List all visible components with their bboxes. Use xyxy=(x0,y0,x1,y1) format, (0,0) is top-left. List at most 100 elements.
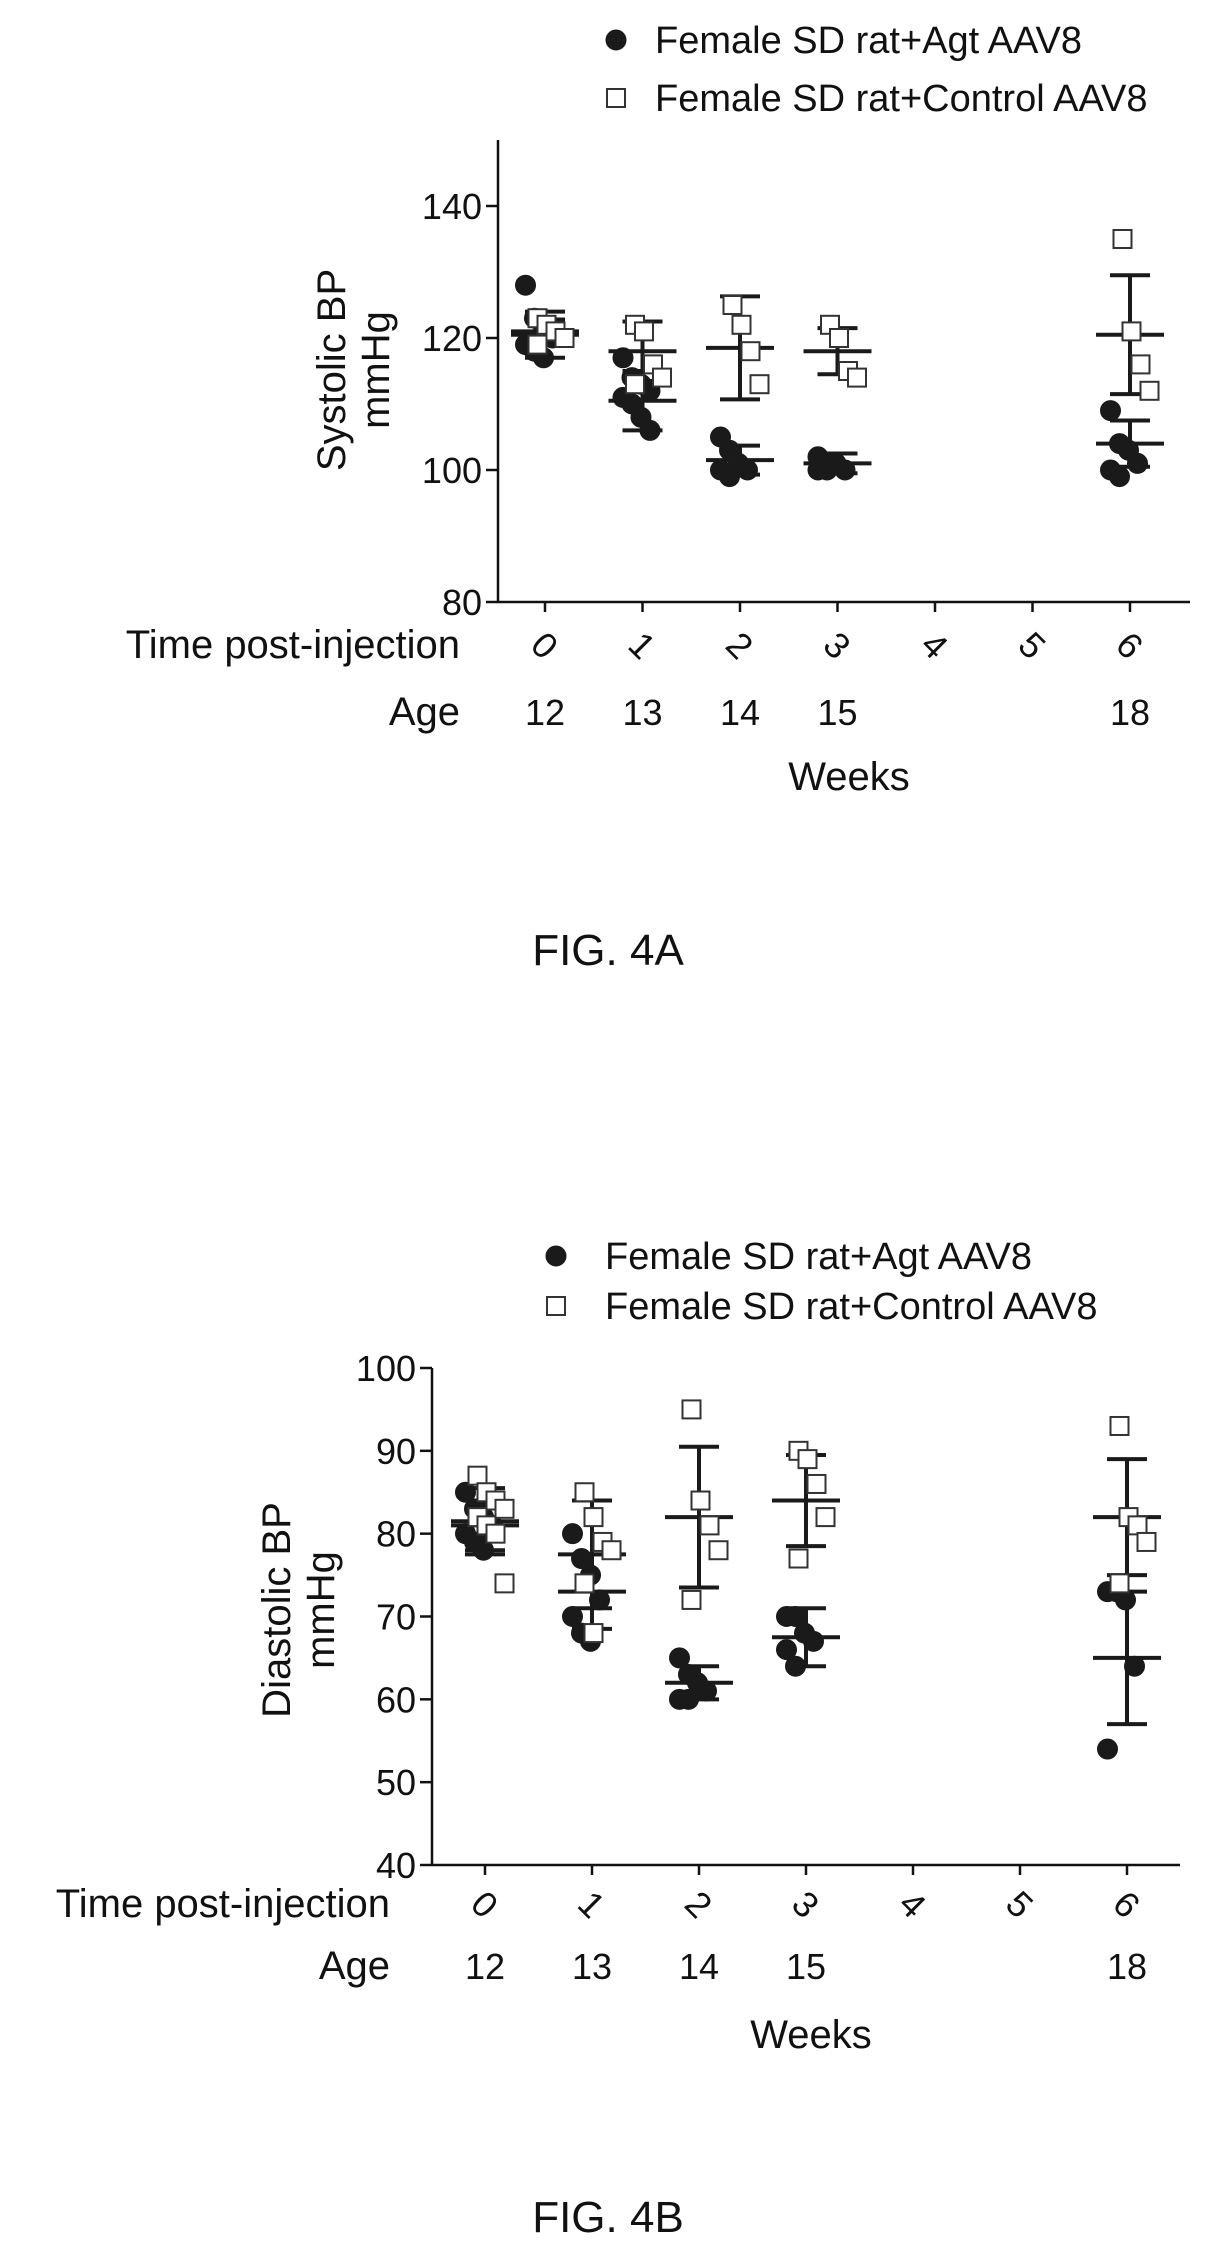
legend-entry-label: Female SD rat+Control AAV8 xyxy=(605,1286,1097,1328)
legend-entry-label: Female SD rat+Agt AAV8 xyxy=(655,20,1082,62)
data-point xyxy=(1125,1656,1145,1676)
data-point xyxy=(790,1550,808,1568)
data-point xyxy=(585,1624,603,1642)
data-point xyxy=(603,1541,621,1559)
data-point xyxy=(1141,382,1159,400)
x-tick-label-week: 0 xyxy=(463,1883,506,1926)
data-point xyxy=(751,375,769,393)
data-point xyxy=(724,296,742,314)
x-tick-label-week: 5 xyxy=(1011,624,1054,667)
data-point xyxy=(804,1631,824,1651)
x-tick-label-age: 15 xyxy=(786,1946,826,1987)
y-axis-label: Diastolic BPmmHg xyxy=(255,1502,343,1718)
data-point xyxy=(1129,1516,1147,1534)
y-tick-label: 70 xyxy=(376,1597,416,1638)
legend-entry-label: Female SD rat+Control AAV8 xyxy=(655,78,1147,120)
x-tick-label-week: 2 xyxy=(718,624,761,667)
data-point xyxy=(1101,401,1121,421)
y-axis-label-line: mmHg xyxy=(354,311,398,429)
data-point xyxy=(1111,1574,1129,1592)
data-point xyxy=(563,1524,583,1544)
time-post-injection-label: Time post-injection xyxy=(126,623,460,667)
data-point xyxy=(742,342,760,360)
data-point xyxy=(1098,1739,1118,1759)
x-tick-label-age: 18 xyxy=(1107,1946,1147,1987)
legend-marker xyxy=(547,1297,565,1315)
y-tick-label: 80 xyxy=(442,582,482,623)
x-tick-label-age: 12 xyxy=(465,1946,505,1987)
data-point xyxy=(683,1400,701,1418)
fig-4b-panel: Female SD rat+Agt AAV8 Female SD rat+Cont… xyxy=(56,1236,1180,2242)
x-tick-label-week: 5 xyxy=(998,1883,1041,1926)
age-label: Age xyxy=(389,690,460,734)
data-point xyxy=(1132,355,1150,373)
y-axis-label-line: Diastolic BP xyxy=(255,1502,299,1718)
x-tick-label-week: 4 xyxy=(891,1883,934,1926)
data-point xyxy=(848,369,866,387)
x-tick-label-age: 18 xyxy=(1110,692,1150,733)
data-point xyxy=(1110,467,1130,487)
x-tick-label-age: 13 xyxy=(572,1946,612,1987)
legend-entry-label: Female SD rat+Agt AAV8 xyxy=(605,1236,1032,1278)
x-tick-label-week: 2 xyxy=(677,1883,720,1926)
y-tick-label: 80 xyxy=(376,1514,416,1555)
data-point xyxy=(692,1492,710,1510)
y-tick-label: 40 xyxy=(376,1845,416,1886)
y-axis-label: Systolic BPmmHg xyxy=(310,269,398,471)
data-point xyxy=(1114,230,1132,248)
data-point xyxy=(817,1508,835,1526)
y-tick-label: 60 xyxy=(376,1679,416,1720)
y-tick-label: 140 xyxy=(422,186,482,227)
data-point xyxy=(697,1681,717,1701)
figure-caption: FIG. 4B xyxy=(532,2193,684,2242)
data-point xyxy=(576,1483,594,1501)
data-point xyxy=(817,460,837,480)
y-axis-label-line: mmHg xyxy=(299,1551,343,1669)
y-tick-label: 100 xyxy=(356,1348,416,1389)
series-group xyxy=(511,230,1164,400)
legend-marker xyxy=(546,1246,566,1266)
y-tick-label: 50 xyxy=(376,1762,416,1803)
y-tick-label: 120 xyxy=(422,318,482,359)
data-point xyxy=(679,1689,699,1709)
data-point xyxy=(786,1656,806,1676)
y-tick-label: 90 xyxy=(376,1431,416,1472)
data-point xyxy=(733,316,751,334)
data-point xyxy=(683,1591,701,1609)
data-point xyxy=(701,1516,719,1534)
series-group xyxy=(511,275,1164,486)
data-point xyxy=(496,1500,514,1518)
legend-marker xyxy=(606,30,626,50)
x-tick-label-week: 4 xyxy=(913,624,956,667)
data-point xyxy=(556,329,574,347)
time-post-injection-label: Time post-injection xyxy=(56,1882,390,1926)
data-point xyxy=(1111,1417,1129,1435)
data-point xyxy=(626,375,644,393)
data-point xyxy=(1138,1533,1156,1551)
y-axis-label-line: Systolic BP xyxy=(310,269,354,471)
data-point xyxy=(635,322,653,340)
x-tick-label-age: 13 xyxy=(622,692,662,733)
y-tick-label: 100 xyxy=(422,450,482,491)
data-point xyxy=(529,336,547,354)
data-point xyxy=(1128,453,1148,473)
data-point xyxy=(738,460,758,480)
x-tick-label-age: 14 xyxy=(679,1946,719,1987)
data-point xyxy=(799,1450,817,1468)
data-point xyxy=(1123,322,1141,340)
x-tick-label-week: 1 xyxy=(570,1883,613,1926)
x-tick-label-week: 6 xyxy=(1108,624,1151,667)
figure-caption: FIG. 4A xyxy=(532,926,684,975)
data-point xyxy=(469,1467,487,1485)
x-tick-label-week: 1 xyxy=(621,624,664,667)
data-point xyxy=(516,275,536,295)
legend-marker xyxy=(607,89,625,107)
x-axis-title: Weeks xyxy=(750,2013,872,2057)
x-axis-title: Weeks xyxy=(788,755,910,799)
age-label: Age xyxy=(319,1944,390,1988)
x-tick-label-week: 6 xyxy=(1105,1883,1148,1926)
x-tick-label-age: 14 xyxy=(720,692,760,733)
data-point xyxy=(710,1541,728,1559)
data-point xyxy=(496,1574,514,1592)
